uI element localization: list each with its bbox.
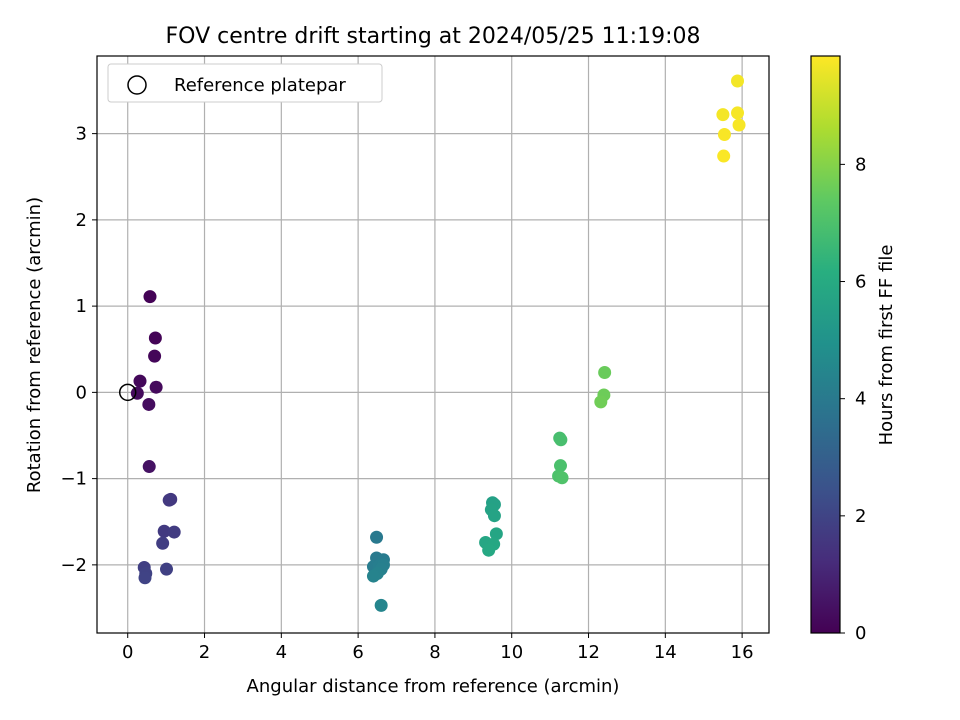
y-tick-label: −1 [60,469,87,490]
y-tick-label: −2 [60,555,87,576]
legend-label-reference: Reference platepar [174,75,346,96]
data-point [157,524,171,538]
y-axis-ticks: −2 −1 0 1 2 3 [60,124,97,576]
data-point [156,536,170,550]
chart-title: FOV centre drift starting at 2024/05/25 … [166,24,701,49]
data-point [717,127,731,141]
colorbar: 0 2 4 6 8 Hours from first FF file [810,55,897,644]
data-point [143,290,157,304]
data-point [487,509,501,523]
y-tick-label: 0 [76,382,87,403]
data-point [148,331,162,345]
data-point [370,530,384,544]
y-tick-label: 2 [76,210,87,231]
colorbar-tick-label: 2 [855,506,866,527]
colorbar-label: Hours from first FF file [876,245,897,446]
data-point [732,118,746,132]
x-tick-label: 10 [500,642,523,663]
x-tick-label: 8 [429,642,440,663]
data-point [162,493,176,507]
data-point [149,380,163,394]
y-tick-label: 1 [76,296,87,317]
data-point [138,571,152,585]
legend-box [107,63,383,103]
colorbar-tick-label: 8 [855,154,866,175]
data-point [598,366,612,380]
data-points [130,74,746,612]
x-tick-label: 4 [276,642,287,663]
colorbar-tick-label: 0 [855,623,866,644]
x-tick-label: 12 [577,642,600,663]
data-point [594,395,608,409]
colorbar-gradient [810,55,841,634]
x-tick-label: 6 [352,642,363,663]
data-point [717,149,731,163]
data-point [133,374,147,388]
data-point [489,527,503,541]
colorbar-tick-label: 4 [855,389,866,410]
data-point [374,598,388,612]
x-tick-label: 0 [122,642,133,663]
data-point [482,543,496,557]
data-point [142,460,156,474]
data-point [555,471,569,485]
data-point [731,106,745,120]
legend: Reference platepar [107,63,383,103]
colorbar-ticks: 0 2 4 6 8 [840,154,866,644]
plot-frame [96,55,770,634]
data-point [366,569,380,583]
x-tick-label: 2 [199,642,210,663]
data-point [553,459,567,473]
x-axis-ticks: 0 2 4 6 8 10 12 14 16 [122,633,754,663]
data-point [731,74,745,88]
x-tick-label: 14 [654,642,677,663]
data-point [716,108,730,122]
grid [97,56,769,633]
colorbar-tick-label: 6 [855,272,866,293]
reference-platepar-marker [118,383,137,402]
data-point [167,525,181,539]
data-point [160,562,174,576]
data-point [554,433,568,447]
data-point [148,349,162,363]
x-tick-label: 16 [731,642,754,663]
x-axis-label: Angular distance from reference (arcmin) [247,676,620,697]
data-point [142,397,156,411]
y-axis-label: Rotation from reference (arcmin) [24,197,45,493]
y-tick-label: 3 [76,124,87,145]
legend-marker-reference [127,75,147,95]
